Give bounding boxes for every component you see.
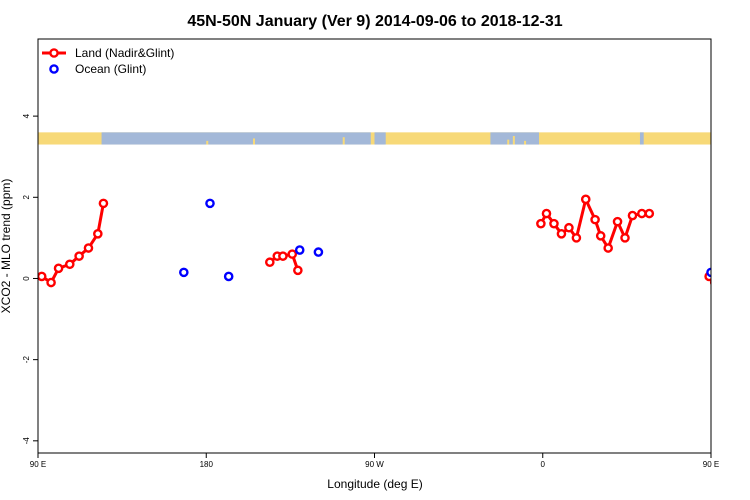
legend-label: Ocean (Glint) xyxy=(75,62,146,76)
x-tick-label: 90 E xyxy=(703,460,719,469)
ocean-data-point xyxy=(179,267,189,278)
band-ocean-segment xyxy=(639,132,644,145)
x-tick-label: 0 xyxy=(541,460,546,469)
land-data-point xyxy=(564,222,574,233)
land-data-point xyxy=(627,210,638,221)
x-tick-label: 90 E xyxy=(30,460,46,469)
legend-marker xyxy=(49,64,59,74)
land-data-point xyxy=(637,208,647,219)
land-series-line xyxy=(40,203,105,285)
land-data-point xyxy=(536,218,546,229)
land-data-point xyxy=(53,263,64,274)
x-tick-label: 180 xyxy=(200,460,214,469)
band-island xyxy=(524,140,527,145)
chart-title: 45N-50N January (Ver 9) 2014-09-06 to 20… xyxy=(187,13,562,30)
land-data-point xyxy=(745,244,750,251)
y-tick-label: -4 xyxy=(22,437,31,445)
legend: Land (Nadir&Glint) Ocean (Glint) xyxy=(42,46,174,76)
x-tick-label: 90 W xyxy=(365,460,384,469)
legend-marker xyxy=(49,48,59,58)
land-data-point xyxy=(556,229,567,239)
y-axis: -4 -2 0 2 4 xyxy=(22,113,38,444)
band-island xyxy=(206,140,209,145)
land-data-point xyxy=(64,259,75,270)
land-ocean-band xyxy=(38,132,750,145)
land-data-point xyxy=(541,208,552,219)
land-data-point xyxy=(293,265,303,276)
land-data-point xyxy=(709,279,711,286)
x-axis-label: Longitude (deg E) xyxy=(327,477,422,491)
land-data-point xyxy=(549,218,559,229)
ocean-data-point xyxy=(205,198,215,209)
land-data-point xyxy=(571,233,582,243)
land-data-point xyxy=(580,194,591,205)
y-tick-label: 2 xyxy=(22,195,31,200)
land-series-line xyxy=(708,275,711,281)
band-ocean-segment xyxy=(720,132,750,144)
land-data-point xyxy=(83,243,94,253)
land-data-point xyxy=(735,253,742,260)
band-island xyxy=(512,136,515,145)
legend-label: Land (Nadir&Glint) xyxy=(75,46,174,60)
band-ocean-segment xyxy=(374,132,386,145)
land-data-point xyxy=(612,216,623,227)
band-island xyxy=(507,139,510,145)
land-data-point xyxy=(620,233,630,243)
band-island xyxy=(342,137,345,145)
y-tick-label: 0 xyxy=(22,276,31,281)
land-data-point xyxy=(719,265,726,272)
land-data-point xyxy=(595,231,606,241)
series-layer xyxy=(38,194,750,288)
land-data-point xyxy=(46,277,56,288)
ocean-data-point xyxy=(313,247,324,257)
land-data-point xyxy=(726,261,733,268)
ocean-data-point xyxy=(706,267,711,278)
land-data-point xyxy=(38,271,47,282)
y-tick-label: -2 xyxy=(22,356,31,364)
ocean-data-point xyxy=(223,271,234,282)
y-tick-label: 4 xyxy=(22,113,31,118)
land-data-point xyxy=(98,198,109,209)
band-island xyxy=(252,138,255,145)
land-data-point xyxy=(603,243,613,253)
x-axis: 90 E 180 90 W 0 90 E xyxy=(30,453,719,469)
y-axis-label: XCO2 - MLO trend (ppm) xyxy=(0,179,13,314)
band-ocean-segment xyxy=(101,132,371,145)
land-data-point xyxy=(74,251,84,261)
land-data-point xyxy=(265,257,275,268)
land-data-point xyxy=(93,229,103,239)
land-data-point xyxy=(644,208,655,219)
land-data-point xyxy=(278,251,288,261)
plot-frame xyxy=(37,38,712,454)
ocean-data-point xyxy=(294,245,305,255)
land-data-point xyxy=(590,214,600,225)
land-data-point xyxy=(287,249,298,259)
